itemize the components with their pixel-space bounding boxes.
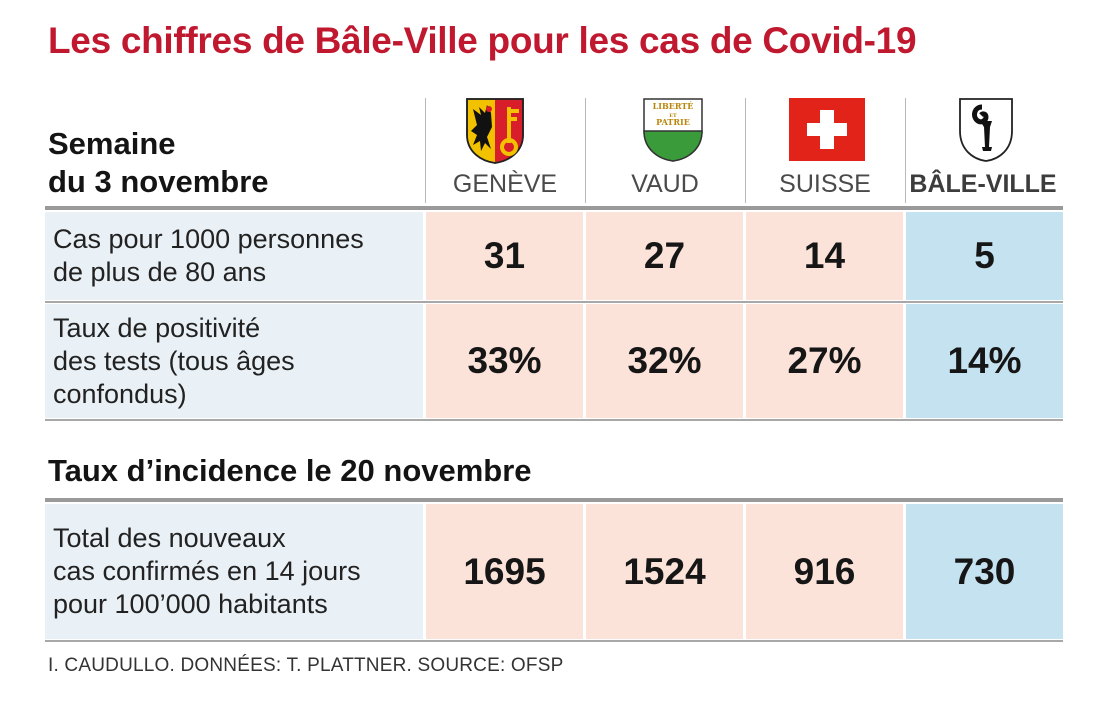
header-separator <box>905 98 906 203</box>
row-label-line: Total des nouveaux <box>53 523 286 553</box>
column-label-suisse: SUISSE <box>779 170 871 198</box>
column-label-vaud: VAUD <box>631 170 699 198</box>
cell-vaud: 1524 <box>586 504 743 639</box>
cell-geneve: 31 <box>426 212 583 300</box>
vaud-coat-of-arms-icon: LIBERTÉ ET PATRIE <box>643 98 703 162</box>
cell-vaud: 27 <box>586 212 743 300</box>
header-separator <box>745 98 746 203</box>
row-label-positivity: Taux de positivité des tests (tous âges … <box>45 304 423 418</box>
header-rule <box>45 206 1063 210</box>
basel-coat-of-arms-icon <box>959 98 1013 162</box>
section-end-rule <box>45 419 1063 421</box>
row-label-line: des tests (tous âges <box>53 345 295 376</box>
header-separator <box>425 98 426 203</box>
column-label-bale-ville: BÂLE-VILLE <box>909 170 1057 198</box>
row-label-line: confondus) <box>53 378 187 409</box>
row-separator <box>45 301 1063 303</box>
vaud-crest-text: LIBERTÉ <box>653 101 694 111</box>
cell-vaud: 32% <box>586 304 743 418</box>
swiss-flag-icon <box>789 98 865 161</box>
row-label-line: pour 100’000 habitants <box>53 589 328 619</box>
vaud-crest-text: PATRIE <box>656 117 690 127</box>
cell-suisse: 27% <box>746 304 903 418</box>
vaud-crest-text: ET <box>669 113 677 119</box>
week-heading-line1: Semaine <box>48 126 176 161</box>
cell-bale-ville: 5 <box>906 212 1063 300</box>
cell-geneve: 1695 <box>426 504 583 639</box>
cell-geneve: 33% <box>426 304 583 418</box>
chart-title: Les chiffres de Bâle-Ville pour les cas … <box>48 20 917 61</box>
cell-suisse: 14 <box>746 212 903 300</box>
row-label-line: Cas pour 1000 personnes <box>53 224 364 254</box>
row-label-line: de plus de 80 ans <box>53 257 267 287</box>
cell-bale-ville: 14% <box>906 304 1063 418</box>
row-label-cases-80plus: Cas pour 1000 personnes de plus de 80 an… <box>45 212 423 300</box>
column-label-geneve: GENÈVE <box>452 170 558 198</box>
week-heading: Semaine du 3 novembre <box>48 125 269 201</box>
row-label-incidence: Total des nouveaux cas confirmés en 14 j… <box>45 504 423 639</box>
incidence-heading: Taux d’incidence le 20 novembre <box>48 453 532 488</box>
cell-bale-ville: 730 <box>906 504 1063 639</box>
cell-suisse: 916 <box>746 504 903 639</box>
row-label-line: cas confirmés en 14 jours <box>53 556 361 586</box>
table-bottom-rule <box>45 640 1063 642</box>
week-heading-line2: du 3 novembre <box>48 164 269 199</box>
geneve-coat-of-arms-icon <box>466 98 524 164</box>
credit-line: I. CAUDULLO. DONNÉES: T. PLATTNER. SOURC… <box>48 655 564 676</box>
header-separator <box>585 98 586 203</box>
section2-rule <box>45 498 1063 502</box>
row-label-line: Taux de positivité <box>53 312 261 343</box>
